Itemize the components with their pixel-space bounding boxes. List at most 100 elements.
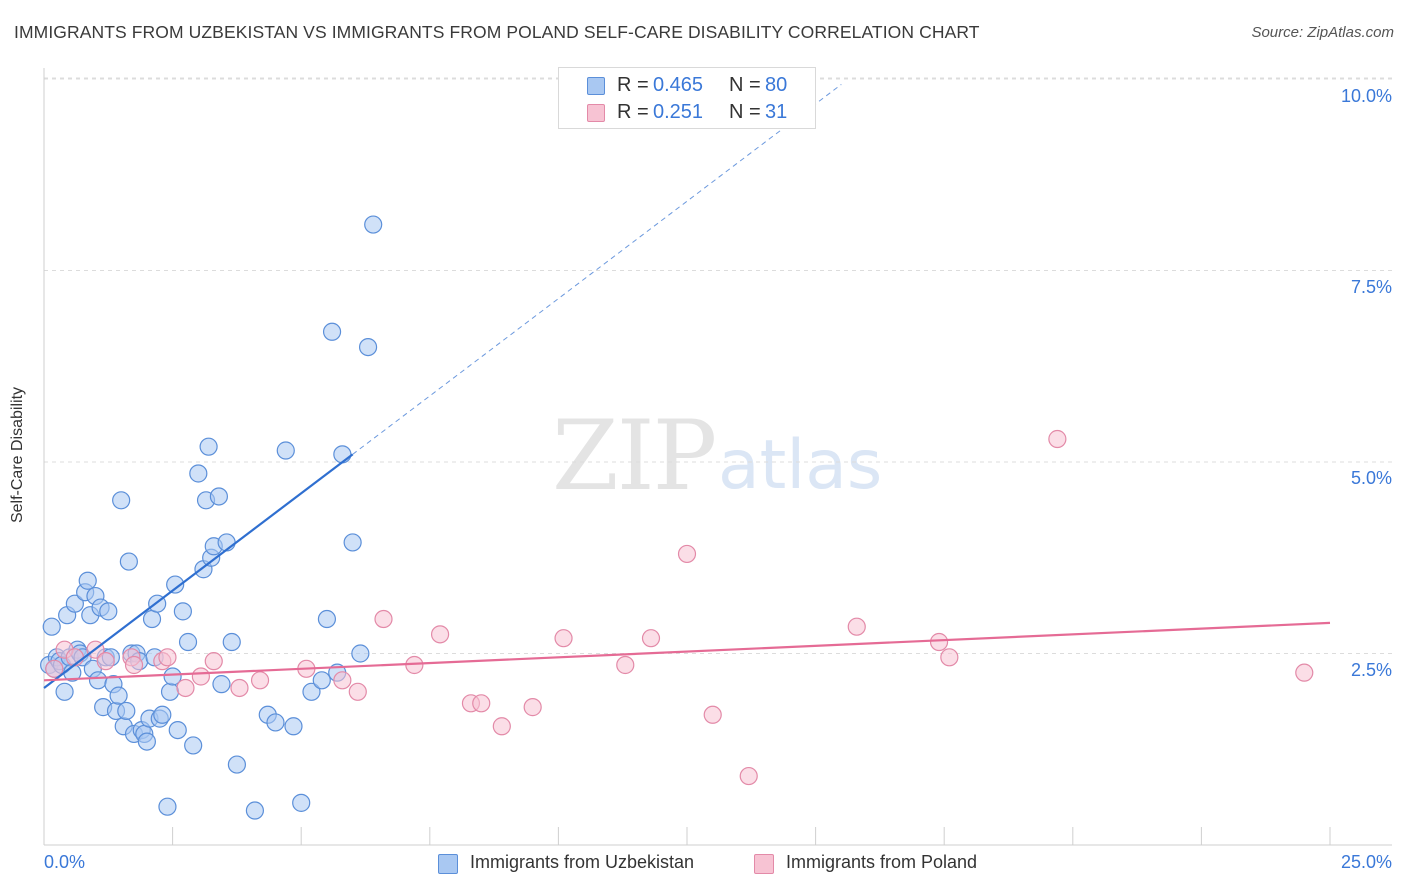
x-tick-label-min: 0.0% — [44, 852, 86, 872]
legend-label-uzbekistan: Immigrants from Uzbekistan — [470, 852, 695, 872]
poland-point — [348, 682, 367, 701]
uzbekistan-point — [119, 552, 138, 571]
uzbekistan-point — [266, 713, 285, 732]
legend-swatch-blue — [587, 77, 605, 95]
uzbekistan-point — [343, 533, 362, 552]
poland-point — [554, 629, 573, 648]
uzbekistan-point — [276, 441, 295, 460]
uzbekistan-point — [199, 437, 218, 456]
stats-legend-row-poland: R = 0.251 N = 31 — [559, 101, 815, 127]
legend-swatch-uzbekistan — [438, 854, 458, 874]
uzbekistan-point — [137, 732, 156, 751]
uzbekistan-point — [333, 445, 352, 464]
uzbekistan-point — [168, 720, 187, 740]
y-tick-label-10: 10.0% — [1340, 86, 1392, 106]
uzbekistan-point — [317, 609, 337, 629]
poland-point — [929, 632, 949, 652]
uzbekistan-point — [163, 667, 182, 686]
poland-point — [158, 648, 177, 667]
poland-point — [374, 609, 393, 629]
poland-point — [523, 698, 542, 717]
r-label: R = — [617, 101, 649, 123]
uzbekistan-point — [78, 571, 97, 590]
uzbekistan-point — [173, 602, 192, 621]
poland-point — [641, 629, 661, 648]
uzbekistan-point — [364, 215, 383, 234]
poland-point — [1048, 429, 1067, 449]
watermark-zip: ZIP — [552, 400, 717, 512]
uzbekistan-point — [209, 487, 228, 506]
r-label: R = — [617, 74, 649, 96]
poland-point — [940, 648, 959, 667]
uzbekistan-point — [292, 793, 311, 812]
chart-title: IMMIGRANTS FROM UZBEKISTAN VS IMMIGRANTS… — [14, 22, 980, 42]
uzbekistan-trendline-extension — [352, 84, 842, 455]
uzbekistan-point — [166, 575, 185, 594]
poland-point — [739, 766, 758, 786]
legend-swatch-pink — [587, 104, 605, 122]
n-value: 31 — [765, 101, 788, 123]
uzbekistan-point — [109, 686, 128, 705]
poland-point — [333, 671, 352, 690]
stats-legend: R = 0.465 N = 80 R = 0.251 N = 31 — [558, 67, 816, 129]
uzbekistan-point — [284, 717, 303, 736]
poland-point — [204, 652, 223, 671]
uzbekistan-point — [302, 682, 321, 701]
poland-point — [677, 544, 697, 564]
uzbekistan-point — [55, 682, 74, 701]
n-label: N = — [729, 74, 761, 96]
poland-point — [430, 625, 450, 644]
poland-point — [616, 655, 635, 675]
uzbekistan-point — [212, 675, 231, 694]
uzbekistan-point — [117, 701, 136, 721]
uzbekistan-point — [189, 464, 208, 483]
watermark-atlas: atlas — [718, 426, 883, 505]
poland-point — [847, 617, 866, 636]
uzbekistan-trendline — [43, 453, 354, 689]
uzbekistan-point — [227, 755, 246, 774]
y-tick-label-2-5: 2.5% — [1350, 660, 1392, 680]
x-tick-label-max: 25.0% — [1340, 852, 1392, 872]
uzbekistan-point — [245, 801, 265, 820]
poland-point — [176, 678, 195, 698]
uzbekistan-point — [65, 594, 84, 613]
poland-point — [703, 705, 722, 724]
legend-label-poland: Immigrants from Poland — [786, 852, 978, 872]
r-value: 0.465 — [653, 74, 704, 96]
poland-point — [45, 659, 64, 678]
poland-point — [250, 671, 270, 690]
y-axis-label: Self-Care Disability — [9, 386, 26, 524]
poland-point — [124, 655, 144, 675]
uzbekistan-point — [178, 632, 198, 652]
y-tick-label-7-5: 7.5% — [1350, 277, 1392, 297]
uzbekistan-point — [222, 632, 241, 652]
uzbekistan-point — [322, 322, 342, 341]
poland-point — [472, 694, 491, 713]
uzbekistan-point — [88, 671, 108, 690]
uzbekistan-point — [42, 617, 61, 636]
poland-point — [492, 717, 511, 736]
poland-trendline — [43, 621, 1331, 682]
uzbekistan-point — [358, 338, 378, 357]
n-label: N = — [729, 101, 761, 123]
poland-point — [191, 667, 210, 686]
uzbekistan-point — [112, 491, 131, 510]
n-value: 80 — [765, 74, 788, 96]
uzbekistan-point — [312, 671, 331, 690]
series-legend: Immigrants from Uzbekistan Immigrants fr… — [0, 852, 1406, 878]
uzbekistan-point — [351, 644, 370, 663]
poland-point — [230, 678, 249, 698]
stats-legend-row-uzbekistan: R = 0.465 N = 80 — [559, 74, 815, 100]
uzbekistan-point — [99, 602, 118, 621]
source-label: Source: ZipAtlas.com — [1251, 24, 1394, 41]
uzbekistan-point — [158, 797, 177, 816]
poland-point — [96, 652, 115, 671]
legend-swatch-poland — [754, 854, 774, 874]
poland-point — [1295, 663, 1314, 682]
r-value: 0.251 — [653, 101, 704, 123]
uzbekistan-point — [160, 682, 180, 701]
uzbekistan-point — [153, 705, 172, 724]
uzbekistan-point — [142, 609, 162, 629]
uzbekistan-point — [184, 736, 203, 755]
